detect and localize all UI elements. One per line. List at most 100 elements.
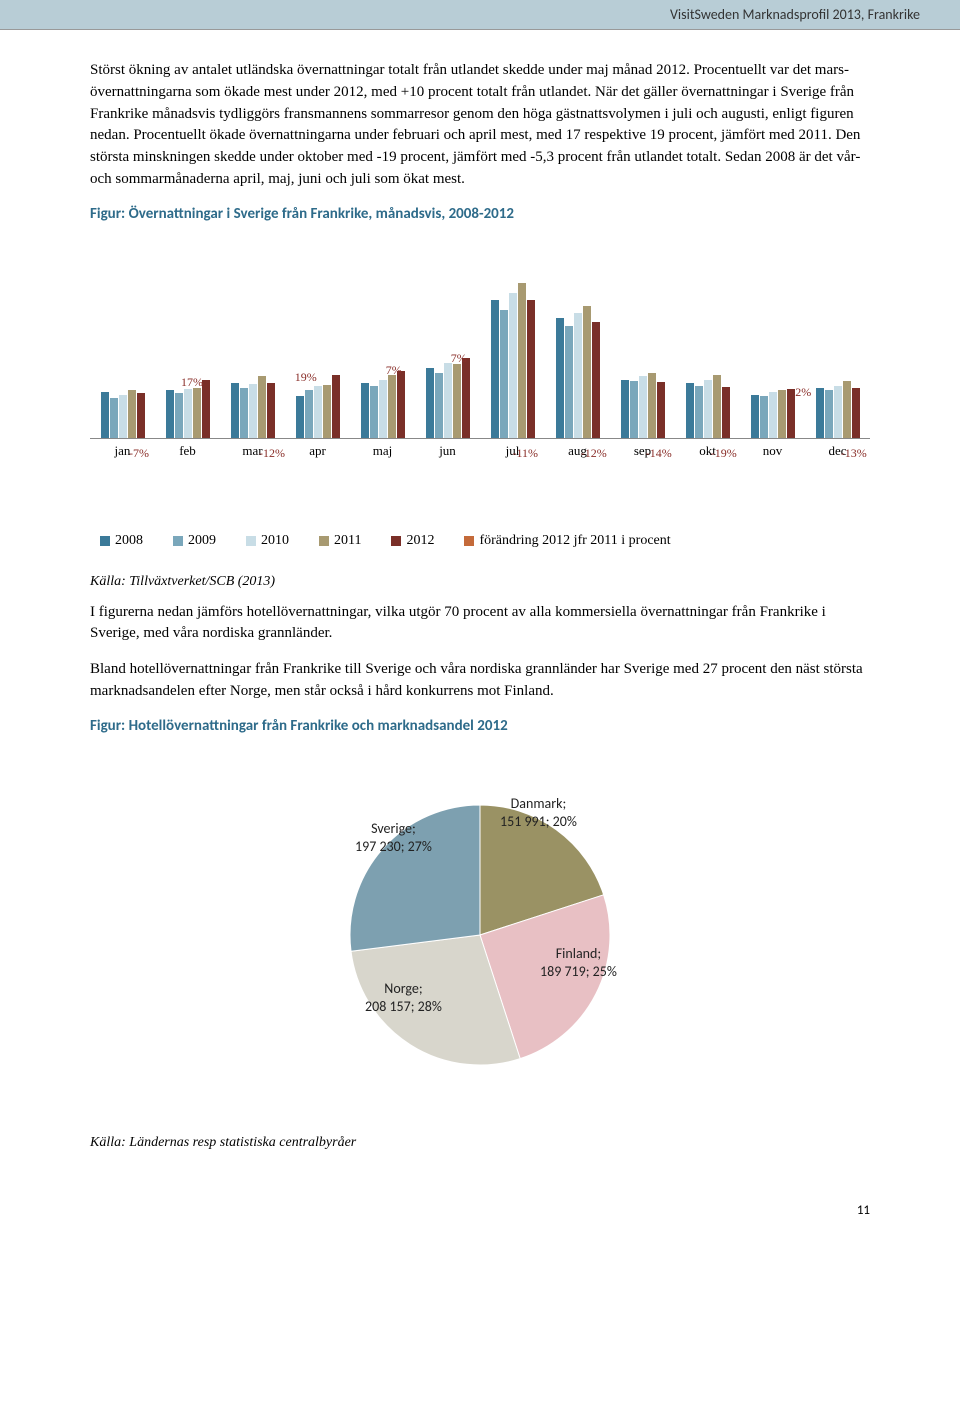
bar (491, 300, 499, 438)
bar (101, 392, 109, 438)
paragraph-3: Bland hotellövernattningar från Frankrik… (90, 659, 870, 703)
bar (565, 326, 573, 438)
legend-item: 2008 (100, 533, 143, 549)
bar (592, 322, 600, 438)
bar (500, 310, 508, 438)
bars (361, 371, 405, 438)
source-2: Källa: Ländernas resp statistiska centra… (90, 1135, 870, 1151)
month-group: nov2% (740, 263, 805, 523)
bar (657, 382, 665, 438)
figure2-title: Figur: Hotellövernattningar från Frankri… (90, 717, 870, 735)
bar (686, 383, 694, 438)
legend-swatch (100, 536, 110, 546)
bar (435, 373, 443, 438)
bar-chart: jan-7%feb17%mar-12%apr19%maj7%jun7%jul-1… (90, 263, 870, 523)
pct-label: -14% (646, 446, 672, 461)
bar (426, 368, 434, 438)
bar (444, 363, 452, 438)
bar (695, 386, 703, 438)
pct-label: -19% (711, 446, 737, 461)
pie-label: Danmark;151 991; 20% (500, 795, 577, 831)
pie-label-value: 197 230; 27% (355, 838, 432, 856)
bars (816, 381, 860, 438)
bar (110, 398, 118, 438)
legend-label: 2012 (406, 533, 434, 549)
month-group: jan-7% (90, 263, 155, 523)
bar (323, 385, 331, 438)
pie-label: Finland;189 719; 25% (540, 945, 617, 981)
bar-chart-months: jan-7%feb17%mar-12%apr19%maj7%jun7%jul-1… (90, 263, 870, 523)
bars (491, 283, 535, 438)
bar (314, 386, 322, 438)
legend-swatch (391, 536, 401, 546)
pct-label: -11% (513, 446, 539, 461)
figure1-title: Figur: Övernattningar i Sverige från Fra… (90, 205, 870, 223)
legend-swatch (464, 536, 474, 546)
bar (574, 313, 582, 438)
bar (834, 386, 842, 438)
pie-label: Sverige;197 230; 27% (355, 820, 432, 856)
bar (852, 388, 860, 438)
bar (249, 384, 257, 438)
bar (175, 393, 183, 438)
bar (648, 373, 656, 438)
bar (361, 383, 369, 438)
pie-label: Norge;208 157; 28% (365, 980, 442, 1016)
pie-chart: Danmark;151 991; 20% Finland;189 719; 25%… (280, 765, 680, 1095)
bar (556, 318, 564, 438)
month-label: jun (415, 443, 480, 459)
month-group: jul-11% (480, 263, 545, 523)
bar (704, 380, 712, 438)
bar (267, 383, 275, 438)
pie-label-value: 151 991; 20% (500, 813, 577, 831)
bars (556, 306, 600, 438)
bars (426, 358, 470, 438)
legend-item: förändring 2012 jfr 2011 i procent (464, 533, 670, 549)
bar (509, 293, 517, 438)
bar (370, 386, 378, 438)
bars (621, 373, 665, 438)
bar (462, 358, 470, 438)
month-label: feb (155, 443, 220, 459)
month-group: sep-14% (610, 263, 675, 523)
month-group: jun7% (415, 263, 480, 523)
month-label: maj (350, 443, 415, 459)
legend-swatch (173, 536, 183, 546)
bar (760, 396, 768, 438)
month-group: mar-12% (220, 263, 285, 523)
bars (101, 390, 145, 438)
bars (231, 376, 275, 438)
bar (137, 393, 145, 438)
bar (825, 390, 833, 438)
bar (787, 389, 795, 438)
pct-label: 17% (181, 375, 203, 390)
legend-label: 2009 (188, 533, 216, 549)
bar (722, 387, 730, 438)
bar (240, 388, 248, 438)
bar (397, 371, 405, 438)
bar (258, 376, 266, 438)
month-group: apr19% (285, 263, 350, 523)
bar (184, 389, 192, 438)
bar (751, 395, 759, 438)
source-1: Källa: Tillväxtverket/SCB (2013) (90, 574, 870, 590)
paragraph-2: I figurerna nedan jämförs hotellövernatt… (90, 602, 870, 646)
bars (751, 389, 795, 438)
month-group: aug-12% (545, 263, 610, 523)
pct-label: -12% (259, 446, 285, 461)
pie-label-name: Norge; (365, 980, 442, 998)
bar (816, 388, 824, 438)
bar (713, 375, 721, 438)
bar (166, 390, 174, 438)
month-label: nov (740, 443, 805, 459)
legend-label: 2008 (115, 533, 143, 549)
header-text: VisitSweden Marknadsprofil 2013, Frankri… (670, 6, 920, 23)
pie-label-value: 189 719; 25% (540, 963, 617, 981)
month-label: apr (285, 443, 350, 459)
month-group: okt-19% (675, 263, 740, 523)
pie-label-name: Danmark; (500, 795, 577, 813)
legend-label: 2011 (334, 533, 361, 549)
month-group: dec-13% (805, 263, 870, 523)
legend-item: 2010 (246, 533, 289, 549)
bar (518, 283, 526, 438)
